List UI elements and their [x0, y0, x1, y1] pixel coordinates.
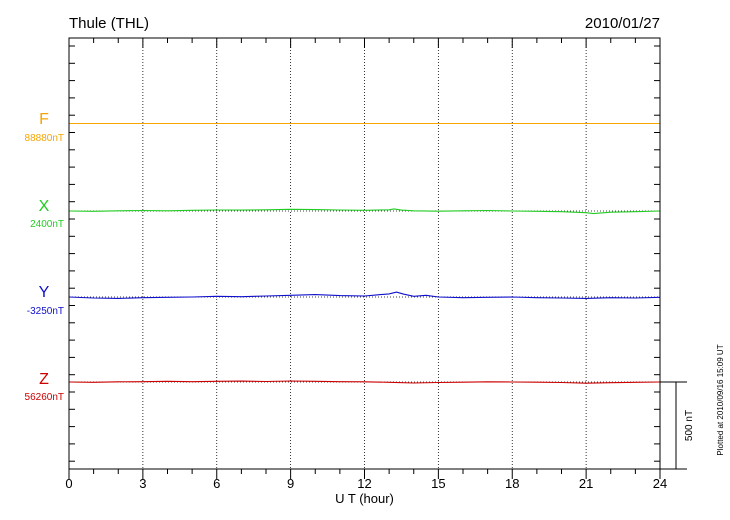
scale-bar-label: 500 nT	[684, 410, 695, 441]
series-name-x: X	[39, 198, 50, 215]
scale-bar: 500 nT	[660, 381, 695, 470]
baseline-lines	[69, 123, 660, 383]
x-tick-label: 6	[213, 476, 220, 491]
grid-lines	[142, 38, 587, 469]
series-lines	[68, 122, 661, 384]
series-baseline-label-y: -3250nT	[27, 306, 64, 317]
series-name-y: Y	[39, 284, 50, 301]
station-title: Thule (THL)	[69, 15, 149, 32]
series-baseline-label-x: 2400nT	[30, 219, 64, 230]
x-tick-label: 0	[65, 476, 72, 491]
plot-frame	[68, 37, 661, 470]
series-name-z: Z	[39, 371, 49, 388]
series-line-x	[68, 208, 661, 215]
axis-ticks	[68, 38, 661, 479]
series-baseline-label-f: 88880nT	[25, 133, 64, 144]
plotted-at-note: Plotted at 2010/09/16 15:09 UT	[716, 344, 725, 455]
date-label: 2010/01/27	[585, 15, 660, 32]
x-tick-label: 24	[653, 476, 667, 491]
series-line-z	[68, 380, 661, 384]
series-labels: F 88880nT X 2400nT Y -3250nT Z 56260nT	[25, 111, 64, 403]
series-baseline-label-z: 56260nT	[25, 392, 64, 403]
x-tick-label: 15	[431, 476, 445, 491]
x-axis-label: U T (hour)	[335, 491, 394, 506]
x-tick-label: 3	[139, 476, 146, 491]
x-tick-label: 18	[505, 476, 519, 491]
x-tick-label: 12	[357, 476, 371, 491]
x-tick-labels: 0 3 6 9 12 15 18 21 24	[65, 476, 667, 491]
x-tick-label: 21	[579, 476, 593, 491]
x-tick-label: 9	[287, 476, 294, 491]
series-name-f: F	[39, 111, 49, 128]
series-line-y	[68, 291, 661, 299]
